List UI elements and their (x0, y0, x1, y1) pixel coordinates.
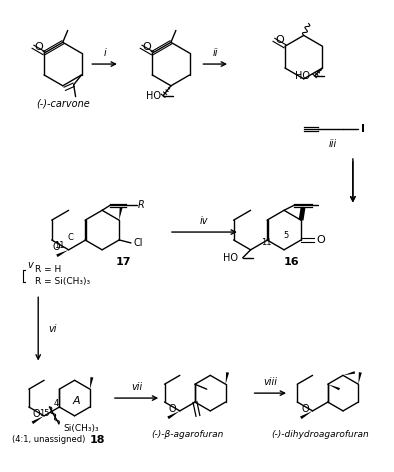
Text: O: O (316, 235, 325, 245)
Text: 18: 18 (89, 435, 105, 445)
Polygon shape (226, 372, 229, 384)
Polygon shape (359, 372, 362, 384)
Text: vi: vi (48, 324, 56, 334)
Text: iii: iii (329, 139, 337, 149)
Text: O: O (143, 42, 151, 52)
Polygon shape (32, 416, 44, 424)
Text: 16: 16 (284, 257, 300, 267)
Text: (-)-β-agarofuran: (-)-β-agarofuran (152, 430, 224, 439)
Polygon shape (119, 207, 123, 220)
Text: HO: HO (146, 91, 161, 101)
Text: 15: 15 (39, 409, 50, 418)
Text: R = H: R = H (35, 265, 61, 274)
Text: R = Si(CH₃)₃: R = Si(CH₃)₃ (35, 277, 90, 286)
Text: vii: vii (131, 382, 142, 392)
Text: O: O (275, 35, 284, 45)
Text: 11: 11 (261, 238, 271, 247)
Text: HO: HO (223, 253, 238, 263)
Text: (-)-dihydroagarofuran: (-)-dihydroagarofuran (271, 430, 369, 439)
Text: O: O (52, 242, 60, 252)
Text: A: A (73, 396, 80, 406)
Text: 17: 17 (116, 257, 132, 267)
Text: I: I (361, 124, 365, 134)
Text: 11: 11 (54, 241, 64, 250)
Polygon shape (328, 384, 340, 390)
Polygon shape (90, 377, 93, 389)
Text: 5: 5 (283, 231, 289, 241)
Text: C: C (68, 234, 74, 243)
Text: i: i (103, 48, 106, 58)
Text: v: v (28, 260, 33, 270)
Text: R: R (138, 201, 145, 211)
Text: HO: HO (295, 71, 310, 81)
Text: O: O (35, 42, 43, 52)
Polygon shape (167, 411, 180, 419)
Text: O: O (301, 405, 309, 414)
Polygon shape (343, 371, 355, 375)
Text: iv: iv (200, 216, 209, 226)
Polygon shape (56, 250, 69, 257)
Polygon shape (300, 411, 312, 419)
Text: (4:1, unassigned): (4:1, unassigned) (12, 435, 86, 444)
Text: O: O (168, 405, 176, 414)
Text: (-)-carvone: (-)-carvone (36, 99, 90, 109)
Text: Si(CH₃)₃: Si(CH₃)₃ (64, 424, 99, 433)
Text: viii: viii (263, 377, 277, 387)
Text: O: O (33, 409, 40, 420)
Text: Cl: Cl (133, 238, 143, 248)
Text: ii: ii (212, 48, 218, 58)
Text: 4: 4 (54, 399, 59, 408)
